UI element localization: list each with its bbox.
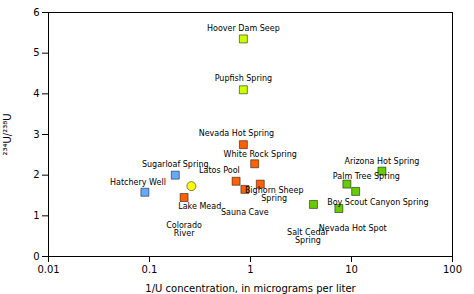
svg-text:5: 5 bbox=[33, 47, 39, 58]
svg-text:²³⁴U/²³⁸U: ²³⁴U/²³⁸U bbox=[2, 113, 13, 155]
svg-text:3: 3 bbox=[33, 129, 39, 140]
svg-text:Pupfish Spring: Pupfish Spring bbox=[215, 74, 272, 83]
svg-text:100: 100 bbox=[443, 264, 462, 275]
svg-text:1: 1 bbox=[247, 264, 253, 275]
svg-text:1/U concentration, in microgra: 1/U concentration, in micrograms per lit… bbox=[145, 283, 356, 294]
svg-text:Sauna Cave: Sauna Cave bbox=[221, 208, 269, 217]
html-text:Spring: Spring bbox=[295, 236, 321, 246]
svg-text:6: 6 bbox=[33, 7, 39, 18]
svg-text:1: 1 bbox=[33, 210, 39, 221]
svg-text:Bighorn SheepSpring: Bighorn SheepSpring bbox=[245, 186, 304, 203]
svg-text:Lake Mead: Lake Mead bbox=[178, 201, 221, 210]
svg-text:White Rock Spring: White Rock Spring bbox=[224, 150, 297, 159]
svg-text:Palm Tree Spring: Palm Tree Spring bbox=[333, 172, 400, 181]
svg-text:4: 4 bbox=[33, 88, 39, 99]
svg-text:0.01: 0.01 bbox=[37, 264, 59, 275]
svg-text:Sugarloaf Spring: Sugarloaf Spring bbox=[142, 160, 209, 169]
svg-text:ColoradoRiver: ColoradoRiver bbox=[166, 221, 202, 238]
svg-text:2: 2 bbox=[33, 169, 39, 180]
svg-text:Latos Pool: Latos Pool bbox=[199, 165, 240, 175]
html-text:Salt Cedar: Salt Cedar bbox=[287, 228, 329, 238]
svg-text:Boy Scout Canyon Spring: Boy Scout Canyon Spring bbox=[327, 198, 428, 207]
svg-text:0.1: 0.1 bbox=[142, 264, 158, 275]
svg-text:10: 10 bbox=[345, 264, 358, 275]
svg-text:Hatchery Well: Hatchery Well bbox=[110, 178, 166, 187]
svg-text:Hoover Dam Seep: Hoover Dam Seep bbox=[207, 24, 280, 33]
svg-text:0: 0 bbox=[33, 251, 39, 262]
svg-text:Arizona Hot Spring: Arizona Hot Spring bbox=[344, 157, 419, 166]
svg-text:Nevada Hot Spring: Nevada Hot Spring bbox=[199, 129, 274, 138]
svg-text:Nevada Hot Spot: Nevada Hot Spot bbox=[319, 224, 387, 233]
